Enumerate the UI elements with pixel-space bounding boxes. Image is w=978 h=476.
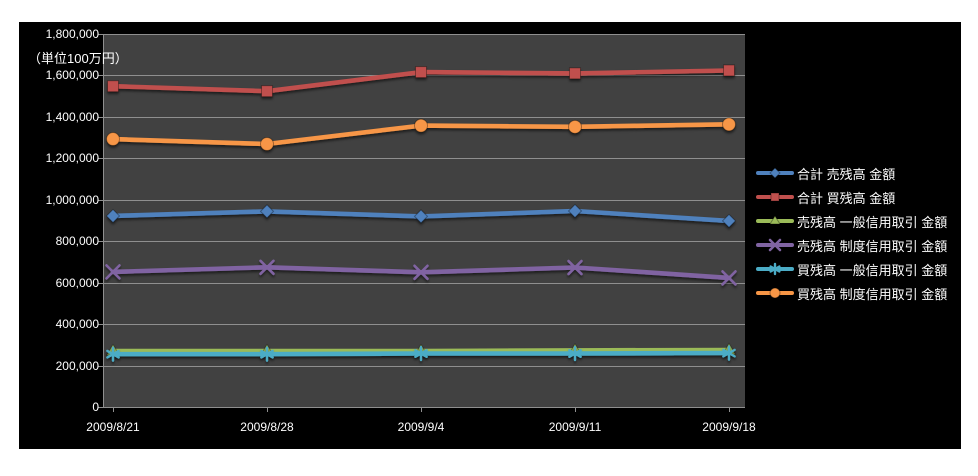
legend-label: 売残高 制度信用取引 金額: [797, 238, 948, 254]
legend-item: 買残高 一般信用取引 金額: [756, 257, 956, 281]
y-axis-label: 1,800,000: [45, 27, 99, 41]
series-square: [107, 64, 735, 98]
series-asterisk: [106, 345, 736, 362]
y-axis-unit-label: （単位100万円）: [28, 51, 128, 66]
x-axis-label: 2009/8/28: [240, 420, 294, 434]
y-axis-label: 0: [92, 400, 99, 414]
line-chart-plot: [98, 34, 745, 412]
y-axis-label: 600,000: [55, 275, 99, 290]
y-axis-label: 1,000,000: [45, 192, 99, 207]
legend-item: 合計 売残高 金額: [756, 161, 956, 185]
legend-marker-diamond-icon: [756, 167, 794, 179]
legend-item: 合計 買残高 金額: [756, 185, 956, 209]
legend-marker-triangle-icon: [756, 215, 794, 225]
x-axis-label: 2009/8/21: [86, 420, 140, 434]
y-axis-label: 200,000: [55, 358, 99, 373]
legend-marker-circle-icon: [756, 287, 794, 299]
gridlines: [98, 34, 745, 408]
y-axis-label: 1,200,000: [45, 151, 99, 166]
y-axis-label: 1,600,000: [45, 68, 99, 83]
legend-label: 買残高 制度信用取引 金額: [797, 286, 948, 302]
legend-item: 買残高 制度信用取引 金額: [756, 281, 956, 305]
chart-area: （単位100万円） 0 200,000 400,000 600,000 800,000 1…: [19, 22, 961, 449]
y-axis-label: 1,400,000: [45, 109, 99, 124]
series-diamond: [105, 203, 737, 229]
legend-marker-x-icon: [756, 238, 794, 252]
legend-item: 売残高 一般信用取引 金額: [756, 209, 956, 233]
y-axis-label: 800,000: [55, 234, 99, 249]
legend-label: 買残高 一般信用取引 金額: [797, 262, 948, 278]
legend-label: 合計 買残高 金額: [797, 190, 896, 206]
series-circle: [106, 117, 736, 152]
legend-marker-asterisk-icon: [756, 262, 794, 276]
legend-label: 合計 売残高 金額: [797, 166, 896, 182]
legend: 合計 売残高 金額 合計 買残高 金額売残高 一般信用取引 金額 売残高 制度信用取…: [756, 161, 956, 305]
x-axis-label: 2009/9/11: [548, 420, 602, 434]
legend-item: 売残高 制度信用取引 金額: [756, 233, 956, 257]
legend-marker-square-icon: [756, 192, 794, 202]
x-axis-label: 2009/9/18: [702, 420, 756, 434]
y-axis-label: 400,000: [55, 317, 99, 332]
axes: [103, 34, 745, 412]
x-axis-label: 2009/9/4: [397, 420, 445, 434]
legend-label: 売残高 一般信用取引 金額: [797, 214, 948, 230]
series-x: [105, 259, 737, 286]
